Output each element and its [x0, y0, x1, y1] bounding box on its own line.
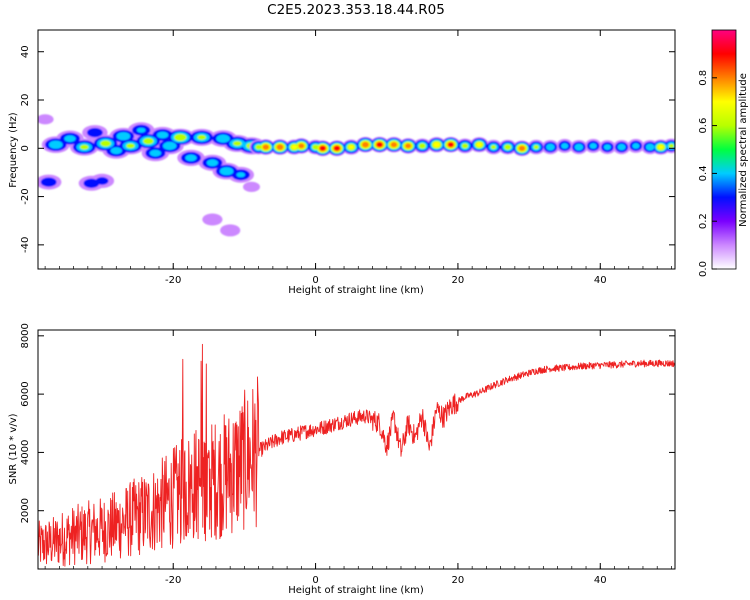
- snr-panel: -20 0 20 40 2000 4000 6000 8000 Height of strai…: [8, 323, 676, 596]
- heat-blob-22-level-0.25: [40, 177, 57, 187]
- y-tick-label: -20: [20, 188, 31, 204]
- colorbar-tick-label: 0.0: [698, 261, 709, 277]
- colorbar-gradient: [711, 29, 737, 270]
- heat-blob-12-level-0.4: [162, 141, 177, 150]
- y-tick-label: 0: [20, 145, 31, 151]
- heat-blob-16-level-0.4: [206, 159, 219, 167]
- x-tick-label: 0: [312, 275, 318, 286]
- snr-xlabel: Height of straight line (km): [288, 585, 424, 596]
- ridge-segment-17-level-0.7: [476, 142, 483, 148]
- y-tick-label: 40: [20, 45, 31, 58]
- ridge-segment-6-level-0.92: [319, 145, 326, 151]
- heat-blob-8-level-0.4: [136, 127, 146, 133]
- ridge-segment-12-level-0.82: [405, 143, 412, 149]
- snr-ylabel: SNR (10 * v/v): [8, 413, 19, 484]
- ridge-segment-21-level-0.55: [533, 144, 539, 150]
- ridge-segment-26-level-0.4: [603, 144, 612, 151]
- x-tick-label: 40: [594, 575, 607, 586]
- heat-blob-14-level-0.4: [185, 154, 197, 162]
- x-tick-label: 20: [452, 275, 465, 286]
- ridge-segment-18-level-0.55: [490, 144, 497, 150]
- ridge-segment-2-level-0.82: [276, 144, 284, 150]
- x-tick-label: -20: [165, 275, 181, 286]
- ridge-segment-30-level-0.7: [657, 144, 664, 150]
- colorbar-ticks: 0.0 0.2 0.4 0.6 0.8: [698, 70, 717, 277]
- ridge-segment-16-level-0.55: [461, 143, 469, 149]
- ridge-segment-15-level-0.92: [448, 142, 454, 147]
- ridge-segment-7-level-0.92: [334, 145, 340, 151]
- heat-blob-4-level-0.55: [100, 140, 111, 147]
- y-tick-label: 8000: [20, 323, 31, 348]
- y-tick-label: 20: [20, 94, 31, 107]
- ridge-segment-4-level-0.82: [298, 143, 305, 149]
- ridge-segment-11-level-0.82: [390, 142, 398, 148]
- heat-blob-2-level-0.55: [80, 144, 89, 150]
- ridge-segment-22-level-0.4: [546, 143, 555, 151]
- ridge-segment-10-level-0.92: [376, 142, 383, 148]
- heat-blob-11-level-0.4: [156, 131, 169, 139]
- colorbar: 0.0 0.2 0.4 0.6 0.8 Normalized spectral ampl…: [698, 29, 749, 277]
- ridge-segment-23-level-0.4: [561, 143, 569, 149]
- spectrogram-ylabel: Frequency (Hz): [8, 112, 19, 188]
- heat-blob-19-level-0.55: [233, 141, 242, 146]
- colorbar-tick-label: 0.2: [698, 213, 709, 229]
- heat-blob-23-level-0.25: [83, 178, 100, 188]
- heat-blob-0-level-0.4: [49, 140, 63, 149]
- ridge-segment-29-level-0.4: [645, 143, 655, 151]
- ridge-segment-8-level-0.7: [348, 144, 354, 150]
- y-tick-label: 4000: [20, 440, 31, 465]
- y-tick-label: -40: [20, 237, 31, 253]
- heat-blob-28-level-0.12: [38, 114, 54, 125]
- spectrogram-panel: -20 0 20 40 -40 -20 0 20 40 Height of straight l…: [8, 29, 676, 296]
- heat-blob-3-level-0.25: [87, 127, 103, 138]
- heat-blob-25-level-0.12: [202, 213, 223, 226]
- heat-blob-15-level-0.55: [197, 134, 206, 140]
- x-tick-label: -20: [165, 575, 181, 586]
- colorbar-tick-label: 0.4: [698, 165, 709, 181]
- heat-blob-20-level-0.4: [236, 172, 246, 178]
- x-tick-label: 40: [594, 275, 607, 286]
- ridge-segment-24-level-0.4: [574, 143, 584, 151]
- ridge-segment-13-level-0.55: [418, 143, 426, 149]
- spectrogram-xlabel: Height of straight line (km): [288, 285, 424, 296]
- heat-blob-6-level-0.4: [116, 132, 131, 141]
- heat-blob-5-level-0.4: [110, 147, 123, 155]
- ridge-segment-14-level-0.7: [433, 141, 441, 148]
- heat-blob-26-level-0.12: [220, 224, 241, 237]
- ridge-segment-31-level-0.55: [668, 143, 675, 149]
- y-tick-label: 2000: [20, 498, 31, 523]
- heat-blob-1-level-0.4: [64, 135, 76, 143]
- figure-title: C2E5.2023.353.18.44.R05: [267, 2, 445, 18]
- snr-series-line: [38, 343, 675, 567]
- y-tick-label: 6000: [20, 381, 31, 406]
- ridge-segment-20-level-0.82: [518, 145, 526, 151]
- ridge-segment-28-level-0.4: [632, 143, 640, 149]
- colorbar-tick-label: 0.6: [698, 118, 709, 134]
- ridge-segment-0-level-0.55: [255, 144, 262, 150]
- heat-blob-18-level-0.4: [219, 167, 234, 176]
- heat-blob-10-level-0.4: [149, 149, 162, 157]
- x-tick-label: 20: [452, 575, 465, 586]
- heat-blob-13-level-0.55: [174, 133, 187, 142]
- ridge-segment-3-level-0.7: [291, 144, 298, 150]
- heat-blob-17-level-0.4: [216, 134, 230, 143]
- ridge-segment-27-level-0.4: [617, 143, 626, 151]
- snr-frame: [37, 329, 676, 570]
- heat-blob-27-level-0.12: [243, 181, 260, 192]
- snr-axes: -20 0 20 40 2000 4000 6000 8000: [20, 323, 675, 586]
- ridge-segment-1-level-0.82: [262, 144, 269, 150]
- spectrogram-image: [38, 114, 675, 237]
- spectrogram-frame: [37, 29, 676, 270]
- colorbar-label: Normalized spectral amplitude: [738, 73, 749, 227]
- colorbar-tick-label: 0.8: [698, 70, 709, 86]
- heat-blob-9-level-0.55: [143, 137, 154, 145]
- ridge-segment-9-level-0.82: [362, 141, 369, 148]
- x-tick-label: 0: [312, 575, 318, 586]
- ridge-segment-25-level-0.4: [589, 143, 597, 149]
- ridge-segment-19-level-0.55: [504, 144, 512, 151]
- heat-blob-7-level-0.55: [126, 143, 135, 149]
- spectrogram-axes: -20 0 20 40 -40 -20 0 20 40: [20, 30, 675, 286]
- heat-blob-24-level-0.25: [95, 177, 109, 185]
